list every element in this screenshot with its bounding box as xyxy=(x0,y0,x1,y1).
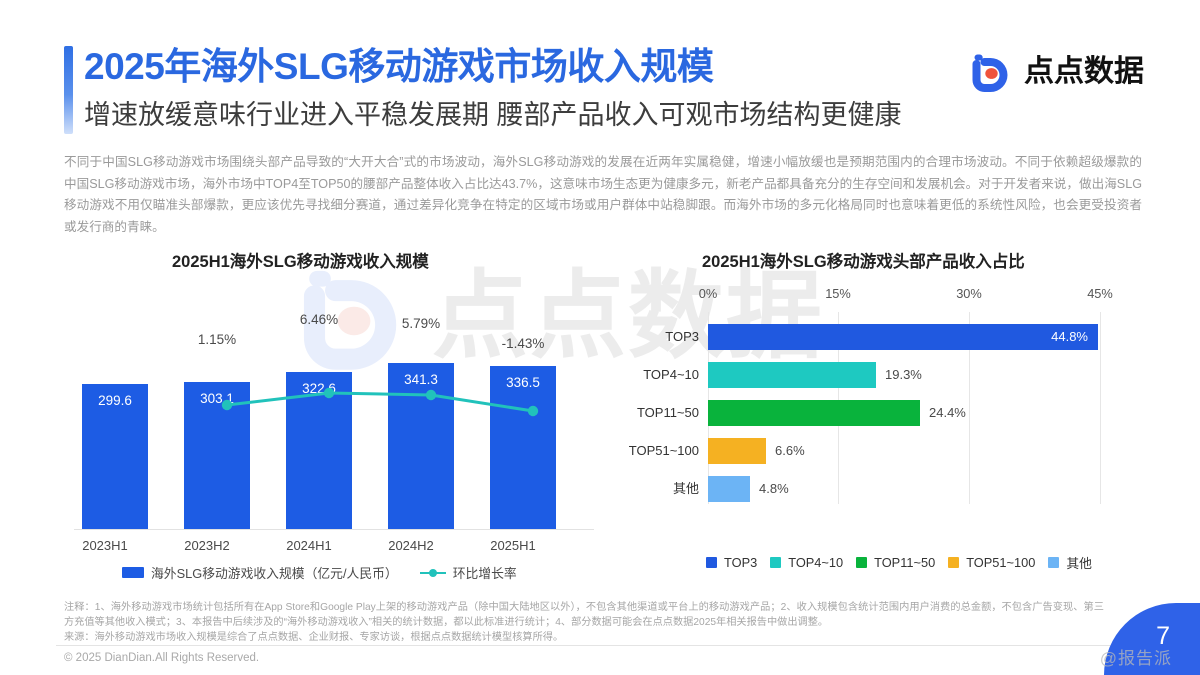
x-axis-tick: 30% xyxy=(956,286,982,301)
bar-2024H2[interactable]: 341.3 xyxy=(388,363,454,529)
line-point-label: 5.79% xyxy=(401,316,441,331)
x-axis-label: 2023H2 xyxy=(184,538,230,553)
hbar-TOP11-50[interactable] xyxy=(708,400,920,426)
bar-column: 336.5 xyxy=(490,366,556,529)
legend-label: TOP4~10 xyxy=(788,555,844,570)
hbar-category-label: TOP11~50 xyxy=(636,405,699,420)
legend-swatch-icon xyxy=(770,557,782,568)
gridline: 45% xyxy=(1087,286,1113,504)
footnote-text: 注释：1、海外移动游戏市场统计包括所有在App Store和Google Pla… xyxy=(64,602,1104,628)
growth-rate-line xyxy=(221,387,539,417)
copyright-text: © 2025 DianDian.All Rights Reserved. xyxy=(64,652,260,664)
bar-2023H1[interactable]: 299.6 xyxy=(82,384,148,529)
legend-item-top4-10[interactable]: TOP4~10 xyxy=(770,555,843,570)
slide-header: 2025年海外SLG移动游戏市场收入规模 增速放缓意味行业进入平稳发展期 腰部产… xyxy=(0,0,1200,145)
chart-revenue-scale: 2025H1海外SLG移动游戏收入规模 299.6 303.1 322.6 xyxy=(64,248,604,581)
legend-swatch-icon xyxy=(948,557,960,568)
hbar-value-label: 44.8% xyxy=(1051,329,1088,344)
line-point-label: 6.46% xyxy=(299,312,339,327)
bar-column: 303.1 xyxy=(184,382,250,529)
diandian-logo-text: 点点数据 xyxy=(1024,55,1144,88)
legend-swatch-icon xyxy=(856,557,868,568)
legend-swatch-line-icon xyxy=(419,567,446,578)
legend-swatch-icon xyxy=(706,557,718,568)
watermark-credit: @报告派 xyxy=(1099,649,1172,668)
legend-item-other[interactable]: 其他 xyxy=(1048,553,1092,572)
hbar-row: TOP11~50 24.4% xyxy=(637,400,966,426)
hbar-value-label: 6.6% xyxy=(775,443,805,458)
hbar-value-label: 19.3% xyxy=(885,367,922,382)
chart-left-title: 2025H1海外SLG移动游戏收入规模 xyxy=(172,253,429,271)
hbar-category-label: TOP51~100 xyxy=(628,443,699,458)
bar-column: 299.6 xyxy=(82,384,148,529)
hbar-TOP51-100[interactable] xyxy=(708,438,766,464)
chart-right-title: 2025H1海外SLG移动游戏头部产品收入占比 xyxy=(702,253,1025,271)
gridline: 30% xyxy=(956,286,982,504)
chart-left-plot: 299.6 303.1 322.6 341.3 336.5 xyxy=(74,288,594,530)
x-axis-tick: 0% xyxy=(698,286,718,301)
diandian-logo-icon xyxy=(971,51,1015,93)
line-point-label: 1.15% xyxy=(197,332,237,347)
bar-value-label: 336.5 xyxy=(506,375,540,390)
legend-label: 环比增长率 xyxy=(452,566,517,581)
legend-swatch-bar-icon xyxy=(122,567,144,578)
legend-item-growth[interactable]: 环比增长率 xyxy=(419,563,517,582)
chart-right-plot: 0% 15% 30% 45% TOP3 44.8% TOP4~10 19.3% xyxy=(629,286,1126,504)
legend-label: TOP3 xyxy=(724,555,758,570)
hbar-row: TOP4~10 19.3% xyxy=(643,362,922,388)
legend-label: 其他 xyxy=(1066,556,1092,571)
x-axis-label: 2023H1 xyxy=(82,538,128,553)
legend-item-top3[interactable]: TOP3 xyxy=(706,555,757,570)
legend-item-top11-50[interactable]: TOP11~50 xyxy=(856,555,935,570)
page-title: 2025年海外SLG移动游戏市场收入规模 xyxy=(84,46,714,87)
line-point-label: -1.43% xyxy=(501,336,545,351)
hbar-category-label: TOP3 xyxy=(665,329,699,344)
hbar-row: TOP51~100 6.6% xyxy=(629,438,805,464)
page-subtitle: 增速放缓意味行业进入平稳发展期 腰部产品收入可观市场结构更健康 xyxy=(84,100,902,130)
page-number: 7 xyxy=(1156,622,1170,650)
footnote-source: 来源：海外移动游戏市场收入规模是综合了点点数据、企业财报、专家访谈，根据点点数据… xyxy=(64,632,564,643)
bar-column: 341.3 xyxy=(388,363,454,529)
footnotes: 注释：1、海外移动游戏市场统计包括所有在App Store和Google Pla… xyxy=(64,600,1104,645)
hbar-value-label: 24.4% xyxy=(929,405,966,420)
legend-label: 海外SLG移动游戏收入规模（亿元/人民币） xyxy=(151,566,398,581)
chart-left-legend: 海外SLG移动游戏收入规模（亿元/人民币） 环比增长率 xyxy=(122,563,517,582)
bar-2025H1[interactable]: 336.5 xyxy=(490,366,556,529)
legend-item-top51-100[interactable]: TOP51~100 xyxy=(948,555,1035,570)
x-axis-tick: 15% xyxy=(825,286,851,301)
title-accent-bar xyxy=(64,46,73,134)
diandian-logo: 点点数据 xyxy=(971,49,1144,95)
x-axis-label: 2024H2 xyxy=(388,538,434,553)
footer-divider xyxy=(56,645,1146,646)
bar-2023H2[interactable]: 303.1 xyxy=(184,382,250,529)
bar-value-label: 299.6 xyxy=(98,393,132,408)
x-axis-label: 2025H1 xyxy=(490,538,536,553)
bar-value-label: 341.3 xyxy=(404,372,438,387)
x-axis-tick: 45% xyxy=(1087,286,1113,301)
chart-left-axis-line xyxy=(74,529,594,530)
hbar-row: TOP3 44.8% xyxy=(665,324,1098,350)
hbar-category-label: TOP4~10 xyxy=(643,367,699,382)
hbar-TOP3[interactable]: 44.8% xyxy=(708,324,1098,350)
chart-head-product-share: 2025H1海外SLG移动游戏头部产品收入占比 0% 15% 30% 45% T… xyxy=(629,248,1160,571)
legend-label: TOP11~50 xyxy=(874,555,936,570)
legend-item-revenue[interactable]: 海外SLG移动游戏收入规模（亿元/人民币） xyxy=(122,563,398,582)
hbar-value-label: 4.8% xyxy=(759,481,789,496)
hbar-category-label: 其他 xyxy=(672,481,699,496)
legend-swatch-icon xyxy=(1048,557,1060,568)
hbar-other[interactable] xyxy=(708,476,750,502)
intro-paragraph: 不同于中国SLG移动游戏市场围绕头部产品导致的“大开大合”式的市场波动，海外SL… xyxy=(64,155,1142,234)
chart-right-legend: TOP3 TOP4~10 TOP11~50 TOP51~100 其他 xyxy=(664,553,1134,572)
hbar-TOP4-10[interactable] xyxy=(708,362,876,388)
x-axis-label: 2024H1 xyxy=(286,538,332,553)
hbar-row: 其他 4.8% xyxy=(673,476,789,502)
legend-label: TOP51~100 xyxy=(966,555,1036,570)
